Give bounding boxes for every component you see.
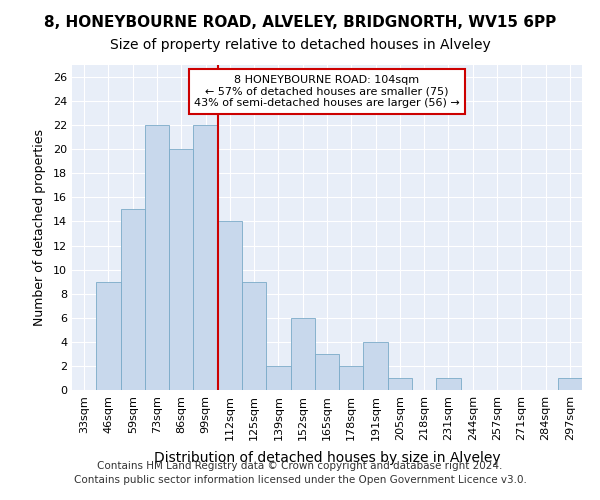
Bar [315,354,339,390]
Bar [266,366,290,390]
Text: Contains HM Land Registry data © Crown copyright and database right 2024.
Contai: Contains HM Land Registry data © Crown c… [74,461,526,485]
Bar [169,150,193,390]
Bar [290,318,315,390]
Text: Size of property relative to detached houses in Alveley: Size of property relative to detached ho… [110,38,490,52]
Bar [558,378,582,390]
Bar [218,222,242,390]
Bar [364,342,388,390]
Bar [388,378,412,390]
Bar [339,366,364,390]
Bar [242,282,266,390]
Y-axis label: Number of detached properties: Number of detached properties [33,129,46,326]
Text: 8 HONEYBOURNE ROAD: 104sqm
← 57% of detached houses are smaller (75)
43% of semi: 8 HONEYBOURNE ROAD: 104sqm ← 57% of deta… [194,74,460,108]
Bar [436,378,461,390]
Text: 8, HONEYBOURNE ROAD, ALVELEY, BRIDGNORTH, WV15 6PP: 8, HONEYBOURNE ROAD, ALVELEY, BRIDGNORTH… [44,15,556,30]
Bar [121,210,145,390]
X-axis label: Distribution of detached houses by size in Alveley: Distribution of detached houses by size … [154,451,500,465]
Bar [145,125,169,390]
Bar [193,125,218,390]
Bar [96,282,121,390]
